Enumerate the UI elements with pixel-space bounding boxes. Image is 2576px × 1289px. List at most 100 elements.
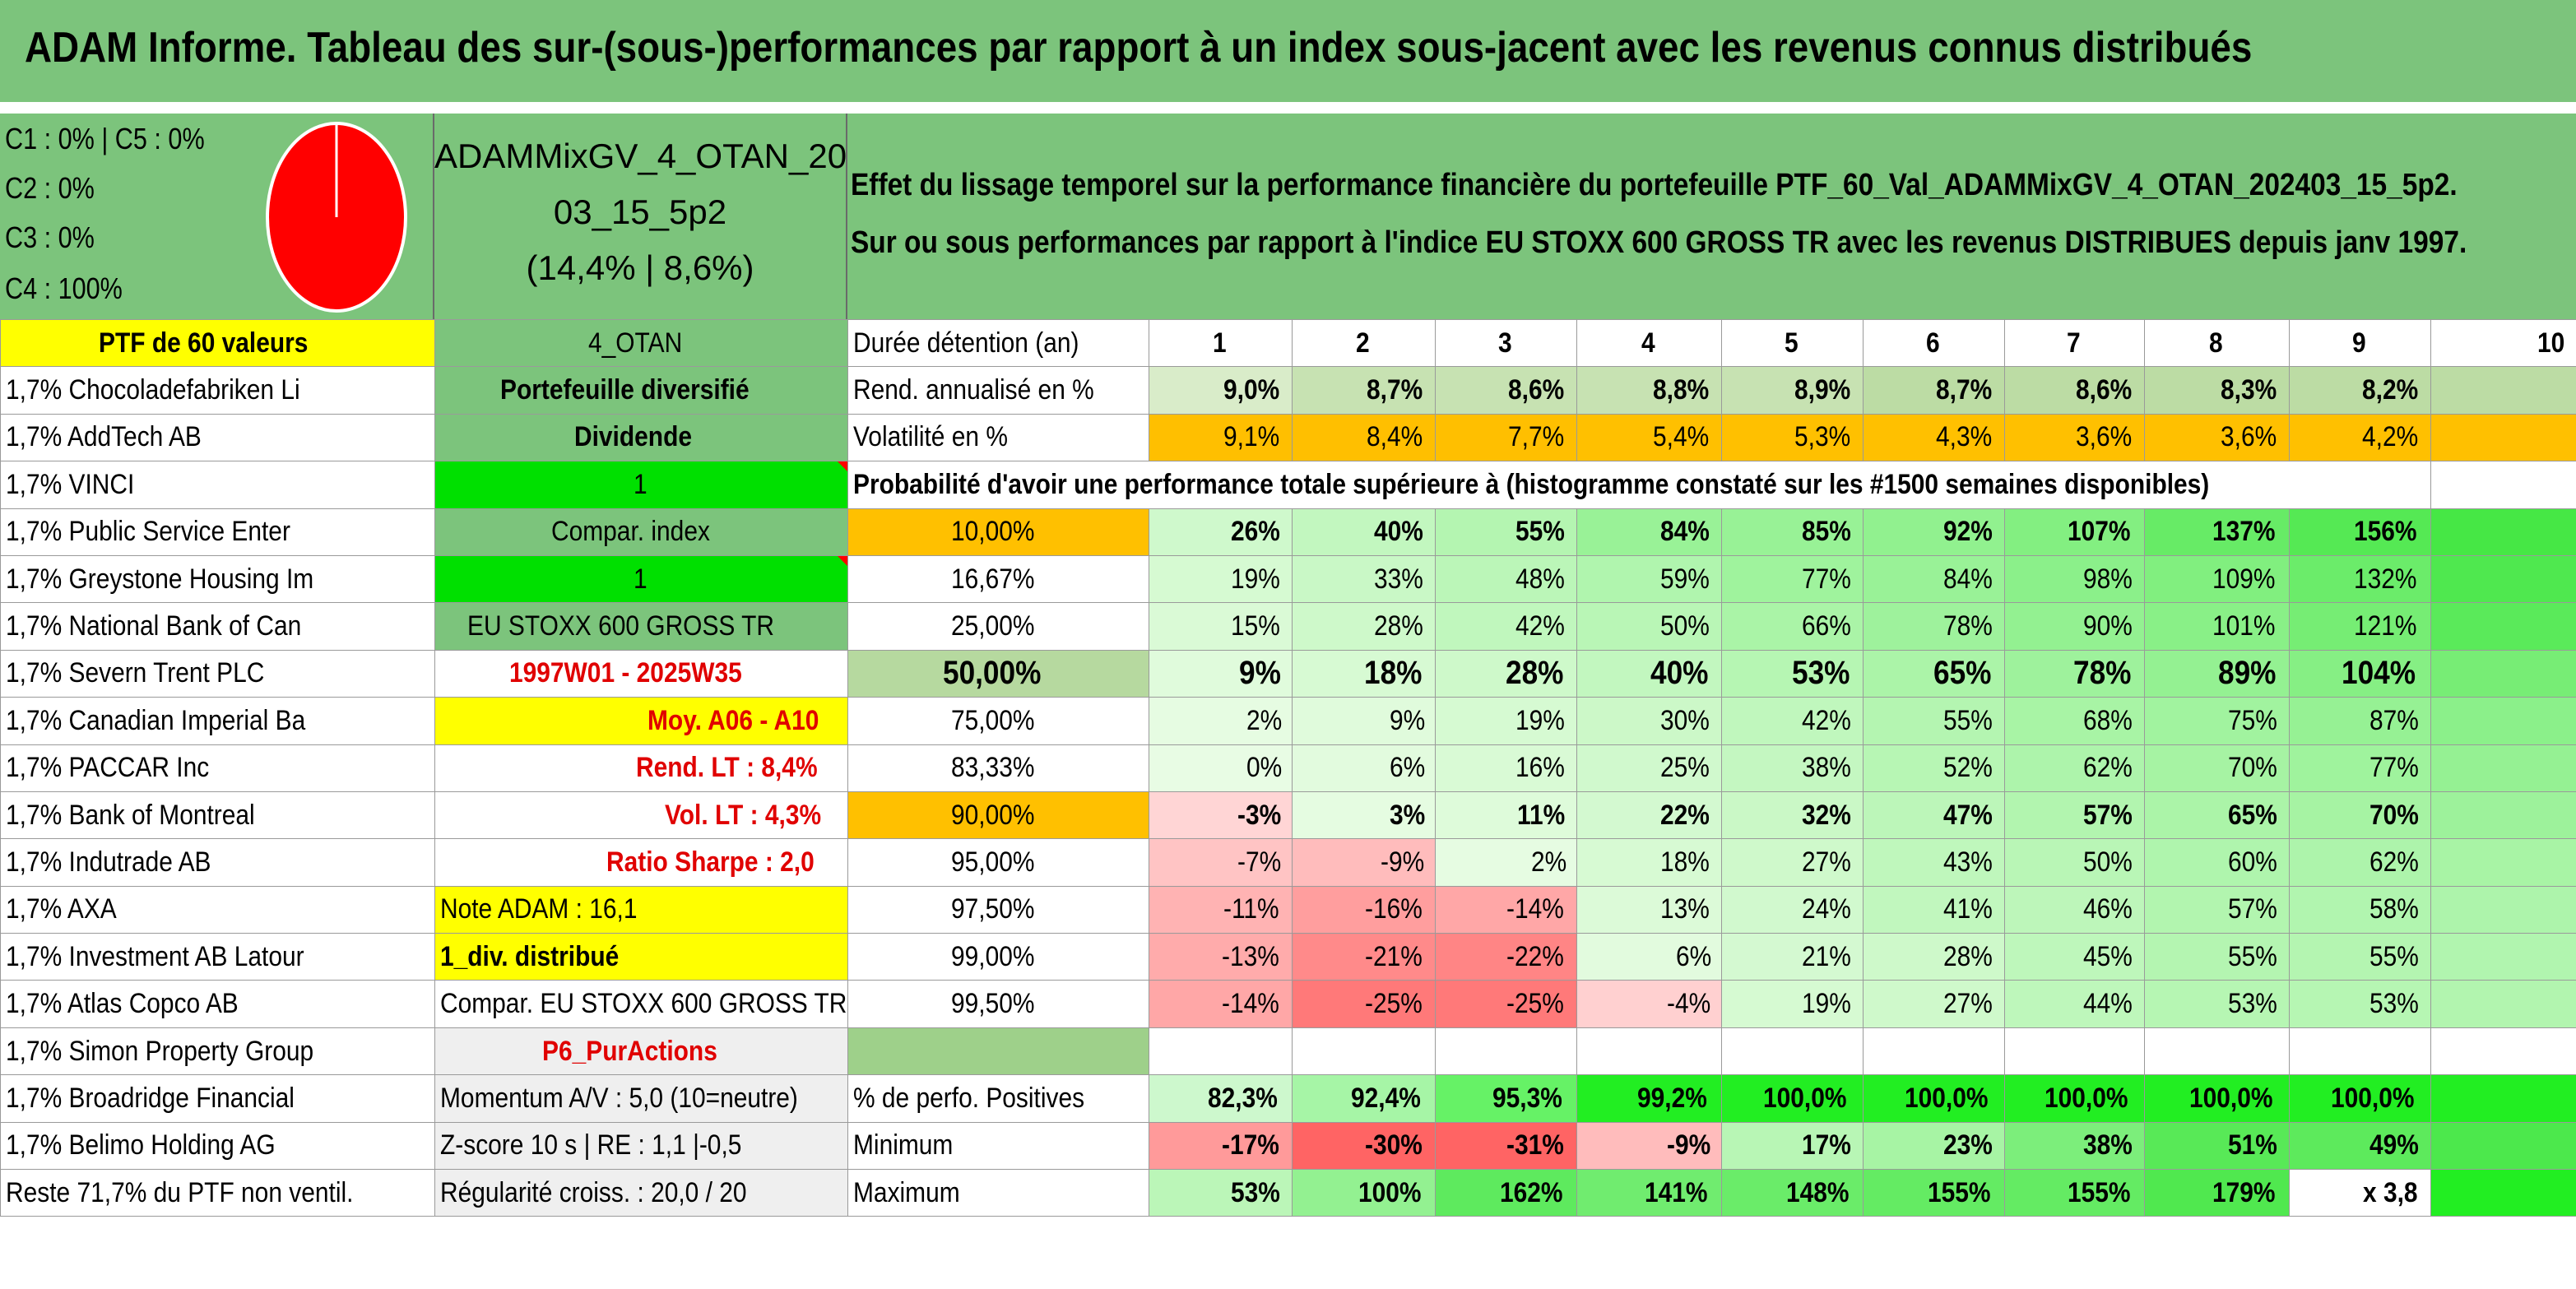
portfolio-stats: (14,4% | 8,6%) [526,248,754,287]
empty-cell [2144,1027,2290,1076]
legend-line: C3 : 0% [5,220,95,254]
vol-cell: 7,7% [1435,413,1577,462]
quantile-cell-text: 40% [1373,516,1423,548]
quantile-cell: 90% [2004,602,2145,651]
maximum-cell-text: 179% [2212,1176,2276,1208]
quantile-cell-text: 68% [2082,704,2133,736]
year-header-text: 10 [2537,327,2565,359]
vol-cell-text: 5,3% [1794,421,1850,453]
holding-cell-text: 1,7% Simon Property Group [6,1035,314,1067]
vol-label-text: Volatilité en % [853,421,1008,453]
quantile-cell: 38% [1721,744,1864,792]
holding-cell: 1,7% National Bank of Can [0,602,435,651]
empty-cell [1435,1027,1577,1076]
quantile-cell-text: 90% [2082,610,2133,642]
minimum-cell-text: 49% [2369,1129,2419,1161]
quantile-label-text: 90,00% [950,799,1035,831]
minimum-cell-text: 23% [1942,1129,1993,1161]
year-header-text: 4 [1641,327,1655,359]
vol-cell: 3,6% [2004,413,2145,462]
quantile-cell: 68% [2430,838,2576,887]
quantile-cell: 13% [1576,885,1722,934]
table-row: 1,7% Atlas Copco AB Compar. EU STOXX 600 … [0,980,2576,1028]
maximum-cell-text: 162% [1500,1176,1563,1208]
info-cell-text: Compar. index [550,516,710,548]
maximum-cell: 155% [2004,1169,2145,1217]
quantile-cell: 19% [1721,980,1864,1028]
info-cell-text: Vol. LT : 4,3% [665,799,822,831]
quantile-cell: 77% [2289,744,2431,792]
quantile-cell-text: 53% [1791,655,1850,692]
year-header-text: 3 [1498,327,1512,359]
quantile-cell: -14% [1435,885,1577,934]
positive-cell-text: 100,0% [2330,1082,2415,1114]
quantile-cell-text: 28% [1505,655,1564,692]
vol-cell: 3,6% [2144,413,2290,462]
holding-cell: Reste 71,7% du PTF non ventil. [0,1169,435,1217]
portfolio-name-line1: ADAMMixGV_4_OTAN_2024 [434,137,885,175]
legend-line: C4 : 100% [5,271,123,305]
quantile-label: 95,00% [847,838,1149,887]
positive-cell: 82,3% [1149,1074,1293,1123]
quantile-cell: -7% [1149,838,1293,887]
quantile-cell: 162% [2430,554,2576,604]
holding-cell: 1,7% AddTech AB [0,413,435,462]
positive-label: % de perfo. Positives [847,1074,1149,1123]
maximum-cell-text: 141% [1645,1176,1708,1208]
positive-cell: 100,0% [2004,1074,2145,1123]
info-cell: Rend. LT : 8,4% [434,744,848,792]
quantile-cell: -3% [1149,791,1293,840]
quantile-cell-text: 46% [2082,893,2133,925]
quantile-cell: -25% [1435,980,1577,1028]
info-cell: 1_div. distribué [434,933,848,981]
quantile-cell: 89% [2144,649,2290,698]
quantile-cell: 18% [1292,649,1436,698]
rend-cell-text: 9,0% [1223,374,1279,406]
maximum-cell-text: x 3,8 [2363,1176,2418,1208]
quantile-cell: 0% [1149,744,1293,792]
quantile-label-text: 50,00% [942,655,1042,692]
quantile-cell: 46% [2004,885,2145,934]
info-cell-text: EU STOXX 600 GROSS TR [466,610,774,642]
quantile-cell: 172% [2430,508,2576,556]
holding-cell: 1,7% Chocoladefabriken Li [0,366,435,415]
vol-cell-text: 3,6% [2075,421,2132,453]
quantile-cell-text: 45% [2082,940,2133,972]
quantile-cell: -16% [1292,885,1436,934]
table-row: 1,7% Investment AB Latour 1_div. distribu… [0,933,2576,981]
quantile-cell: 27% [1863,980,2005,1028]
quantile-cell-text: 2% [1246,704,1283,736]
rend-cell: 8,2% [2430,366,2576,415]
vol-cell-text: 9,1% [1223,421,1279,453]
rend-cell: 8,8% [1576,366,1722,415]
positive-cell: 95,3% [1435,1074,1577,1123]
quantile-cell-text: 62% [2369,846,2419,878]
year-header: 3 [1435,318,1577,368]
year-header-text: 2 [1356,327,1370,359]
quantile-cell: 47% [1863,791,2005,840]
quantile-cell-text: 107% [2068,516,2131,548]
quantile-cell-text: 47% [1942,799,1993,831]
quantile-cell: 6% [1292,744,1436,792]
quantile-cell-text: 104% [2341,655,2416,692]
quantile-cell: 60% [2144,838,2290,887]
quantile-cell: 40% [1576,649,1722,698]
minimum-cell: 51% [2144,1121,2290,1171]
info-cell-text: 1997W01 - 2025W35 [508,657,742,689]
minimum-cell-text: -31% [1506,1129,1564,1161]
quantile-cell-text: 50% [1659,610,1710,642]
holding-cell: 1,7% VINCI [0,461,435,509]
vol-cell: 4,3% [1863,413,2005,462]
rend-cell: 8,6% [1435,366,1577,415]
quantile-cell: 3% [1292,791,1436,840]
rend-cell-text: 8,7% [1366,374,1423,406]
info-cell-text: Portefeuille diversifié [499,374,750,406]
year-header: 6 [1863,318,2005,368]
quantile-cell-text: 57% [2227,893,2277,925]
info-cell-text: Note ADAM : 16,1 [440,893,638,925]
positive-cell: 100,0% [1863,1074,2005,1123]
holding-cell: 1,7% PACCAR Inc [0,744,435,792]
quantile-cell-text: 121% [2354,610,2417,642]
year-header-text: 9 [2352,327,2366,359]
quantile-cell-text: 109% [2212,563,2276,595]
